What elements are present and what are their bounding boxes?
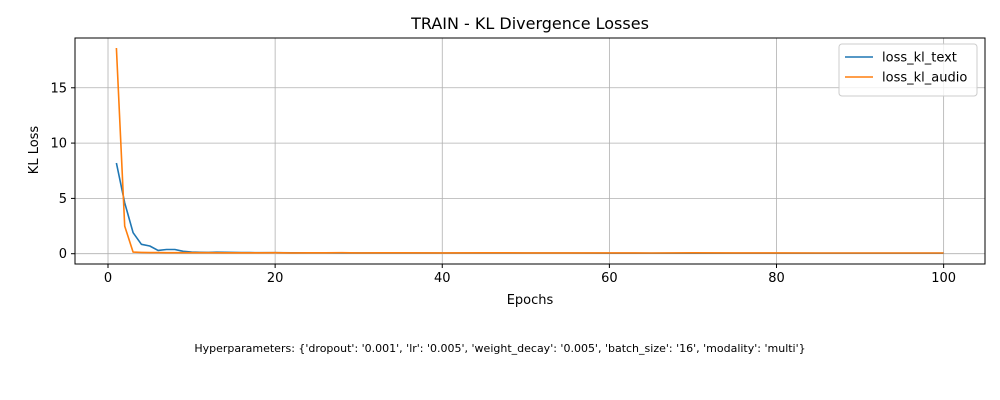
legend-label: loss_kl_audio xyxy=(882,71,967,86)
ticks: 0 20 40 60 80 100 0 5 10 15 xyxy=(50,81,956,286)
series-layer xyxy=(115,47,944,254)
y-tick-label: 5 xyxy=(59,192,67,207)
y-tick-label: 10 xyxy=(50,137,67,152)
legend-box xyxy=(838,43,978,97)
y-axis-label: KL Loss xyxy=(27,126,42,175)
x-tick-label: 100 xyxy=(931,271,956,286)
x-tick-label: 0 xyxy=(104,271,112,286)
chart-title: TRAIN - KL Divergence Losses xyxy=(410,14,649,33)
x-tick-label: 60 xyxy=(601,271,618,286)
x-tick-label: 40 xyxy=(434,271,451,286)
series-line-loss_kl_audio xyxy=(115,47,944,254)
hyperparameters-caption: Hyperparameters: {'dropout': '0.001', 'l… xyxy=(194,342,806,355)
x-tick-label: 80 xyxy=(768,271,785,286)
plot-frame xyxy=(74,37,986,265)
chart: 0 20 40 60 80 100 0 5 10 15 TRAIN - KL Divergence… xyxy=(0,0,1000,330)
chart-background xyxy=(0,0,1000,330)
x-axis-label: Epochs xyxy=(507,293,554,308)
x-tick-label: 20 xyxy=(267,271,284,286)
legend: loss_kl_text loss_kl_audio xyxy=(838,43,978,97)
y-tick-label: 15 xyxy=(50,81,67,96)
y-tick-label: 0 xyxy=(59,247,67,262)
legend-label: loss_kl_text xyxy=(882,51,957,66)
